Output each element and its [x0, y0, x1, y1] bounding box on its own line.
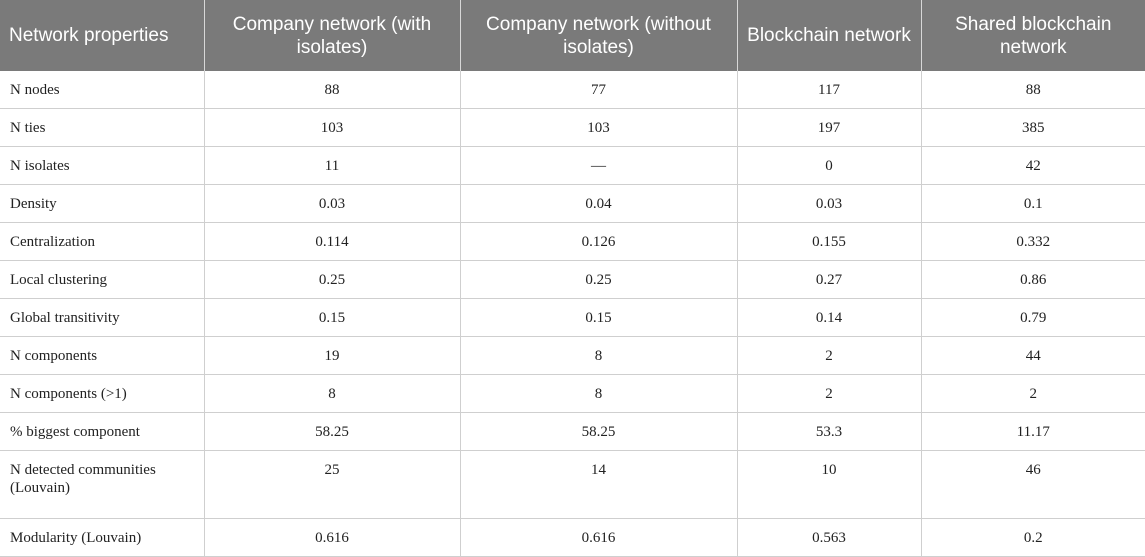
table-cell: 0.616 [460, 518, 738, 557]
table-cell: 14 [460, 450, 738, 519]
table-cell: 0.616 [204, 518, 461, 557]
table-cell: 8 [204, 374, 461, 413]
row-label: Local clustering [0, 260, 205, 299]
table-cell: 2 [921, 374, 1145, 413]
table-cell: 58.25 [460, 412, 738, 451]
table-cell: 0.27 [737, 260, 922, 299]
row-label: N detected communities (Louvain) [0, 450, 205, 519]
table-cell: 8 [460, 336, 738, 375]
table-cell: 0.114 [204, 222, 461, 261]
table-cell: 8 [460, 374, 738, 413]
row-label: Global transitivity [0, 298, 205, 337]
table-row: N components 19 8 2 44 [0, 336, 1145, 375]
table-cell: 0.2 [921, 518, 1145, 557]
row-label: Centralization [0, 222, 205, 261]
header-company-with-isolates: Company network (with isolates) [204, 0, 461, 71]
table-cell: 0.86 [921, 260, 1145, 299]
row-label: N components [0, 336, 205, 375]
table-cell: 88 [204, 71, 461, 109]
table-row: Local clustering 0.25 0.25 0.27 0.86 [0, 260, 1145, 299]
table-cell: 0.155 [737, 222, 922, 261]
table-cell: 2 [737, 336, 922, 375]
table-cell: 0.14 [737, 298, 922, 337]
table-row: Centralization 0.114 0.126 0.155 0.332 [0, 222, 1145, 261]
table-row: % biggest component 58.25 58.25 53.3 11.… [0, 412, 1145, 451]
table-row: Global transitivity 0.15 0.15 0.14 0.79 [0, 298, 1145, 337]
table-cell: 0.25 [460, 260, 738, 299]
row-label: % biggest component [0, 412, 205, 451]
table-row: N nodes 88 77 117 88 [0, 71, 1145, 109]
table-row: N isolates 11 — 0 42 [0, 146, 1145, 185]
table-row: Modularity (Louvain) 0.616 0.616 0.563 0… [0, 518, 1145, 557]
table-cell: 103 [204, 108, 461, 147]
row-label: N ties [0, 108, 205, 147]
table-cell: 0.15 [204, 298, 461, 337]
table-cell: 0.1 [921, 184, 1145, 223]
table-cell: 0.04 [460, 184, 738, 223]
table-cell: 25 [204, 450, 461, 519]
header-company-without-isolates: Company network (without isolates) [460, 0, 738, 71]
table-cell: 0.03 [737, 184, 922, 223]
header-network-properties: Network properties [0, 0, 205, 71]
table-cell: 385 [921, 108, 1145, 147]
row-label: N components (>1) [0, 374, 205, 413]
table-row: N components (>1) 8 8 2 2 [0, 374, 1145, 413]
header-blockchain-network: Blockchain network [737, 0, 922, 71]
row-label: N nodes [0, 71, 205, 109]
table-cell: 0.79 [921, 298, 1145, 337]
table-cell: 103 [460, 108, 738, 147]
table-cell: 58.25 [204, 412, 461, 451]
table-cell: 10 [737, 450, 922, 519]
row-label: Modularity (Louvain) [0, 518, 205, 557]
table-row: N detected communities (Louvain) 25 14 1… [0, 450, 1145, 519]
table-cell: 11.17 [921, 412, 1145, 451]
table-header-row: Network properties Company network (with… [0, 0, 1145, 71]
table-row: Density 0.03 0.04 0.03 0.1 [0, 184, 1145, 223]
table-cell: 0.126 [460, 222, 738, 261]
table-cell: 42 [921, 146, 1145, 185]
table-cell: — [460, 146, 738, 185]
table-cell: 0.25 [204, 260, 461, 299]
table-cell: 44 [921, 336, 1145, 375]
table-cell: 0.332 [921, 222, 1145, 261]
table-cell: 0.15 [460, 298, 738, 337]
table-cell: 0.563 [737, 518, 922, 557]
table-cell: 197 [737, 108, 922, 147]
table-cell: 117 [737, 71, 922, 109]
table-cell: 2 [737, 374, 922, 413]
row-label: Density [0, 184, 205, 223]
table-cell: 77 [460, 71, 738, 109]
row-label: N isolates [0, 146, 205, 185]
table-cell: 0.03 [204, 184, 461, 223]
table-row: N ties 103 103 197 385 [0, 108, 1145, 147]
table-cell: 46 [921, 450, 1145, 519]
table-cell: 88 [921, 71, 1145, 109]
table-cell: 0 [737, 146, 922, 185]
table-cell: 53.3 [737, 412, 922, 451]
table-cell: 19 [204, 336, 461, 375]
header-shared-blockchain-network: Shared blockchain network [921, 0, 1145, 71]
table-cell: 11 [204, 146, 461, 185]
